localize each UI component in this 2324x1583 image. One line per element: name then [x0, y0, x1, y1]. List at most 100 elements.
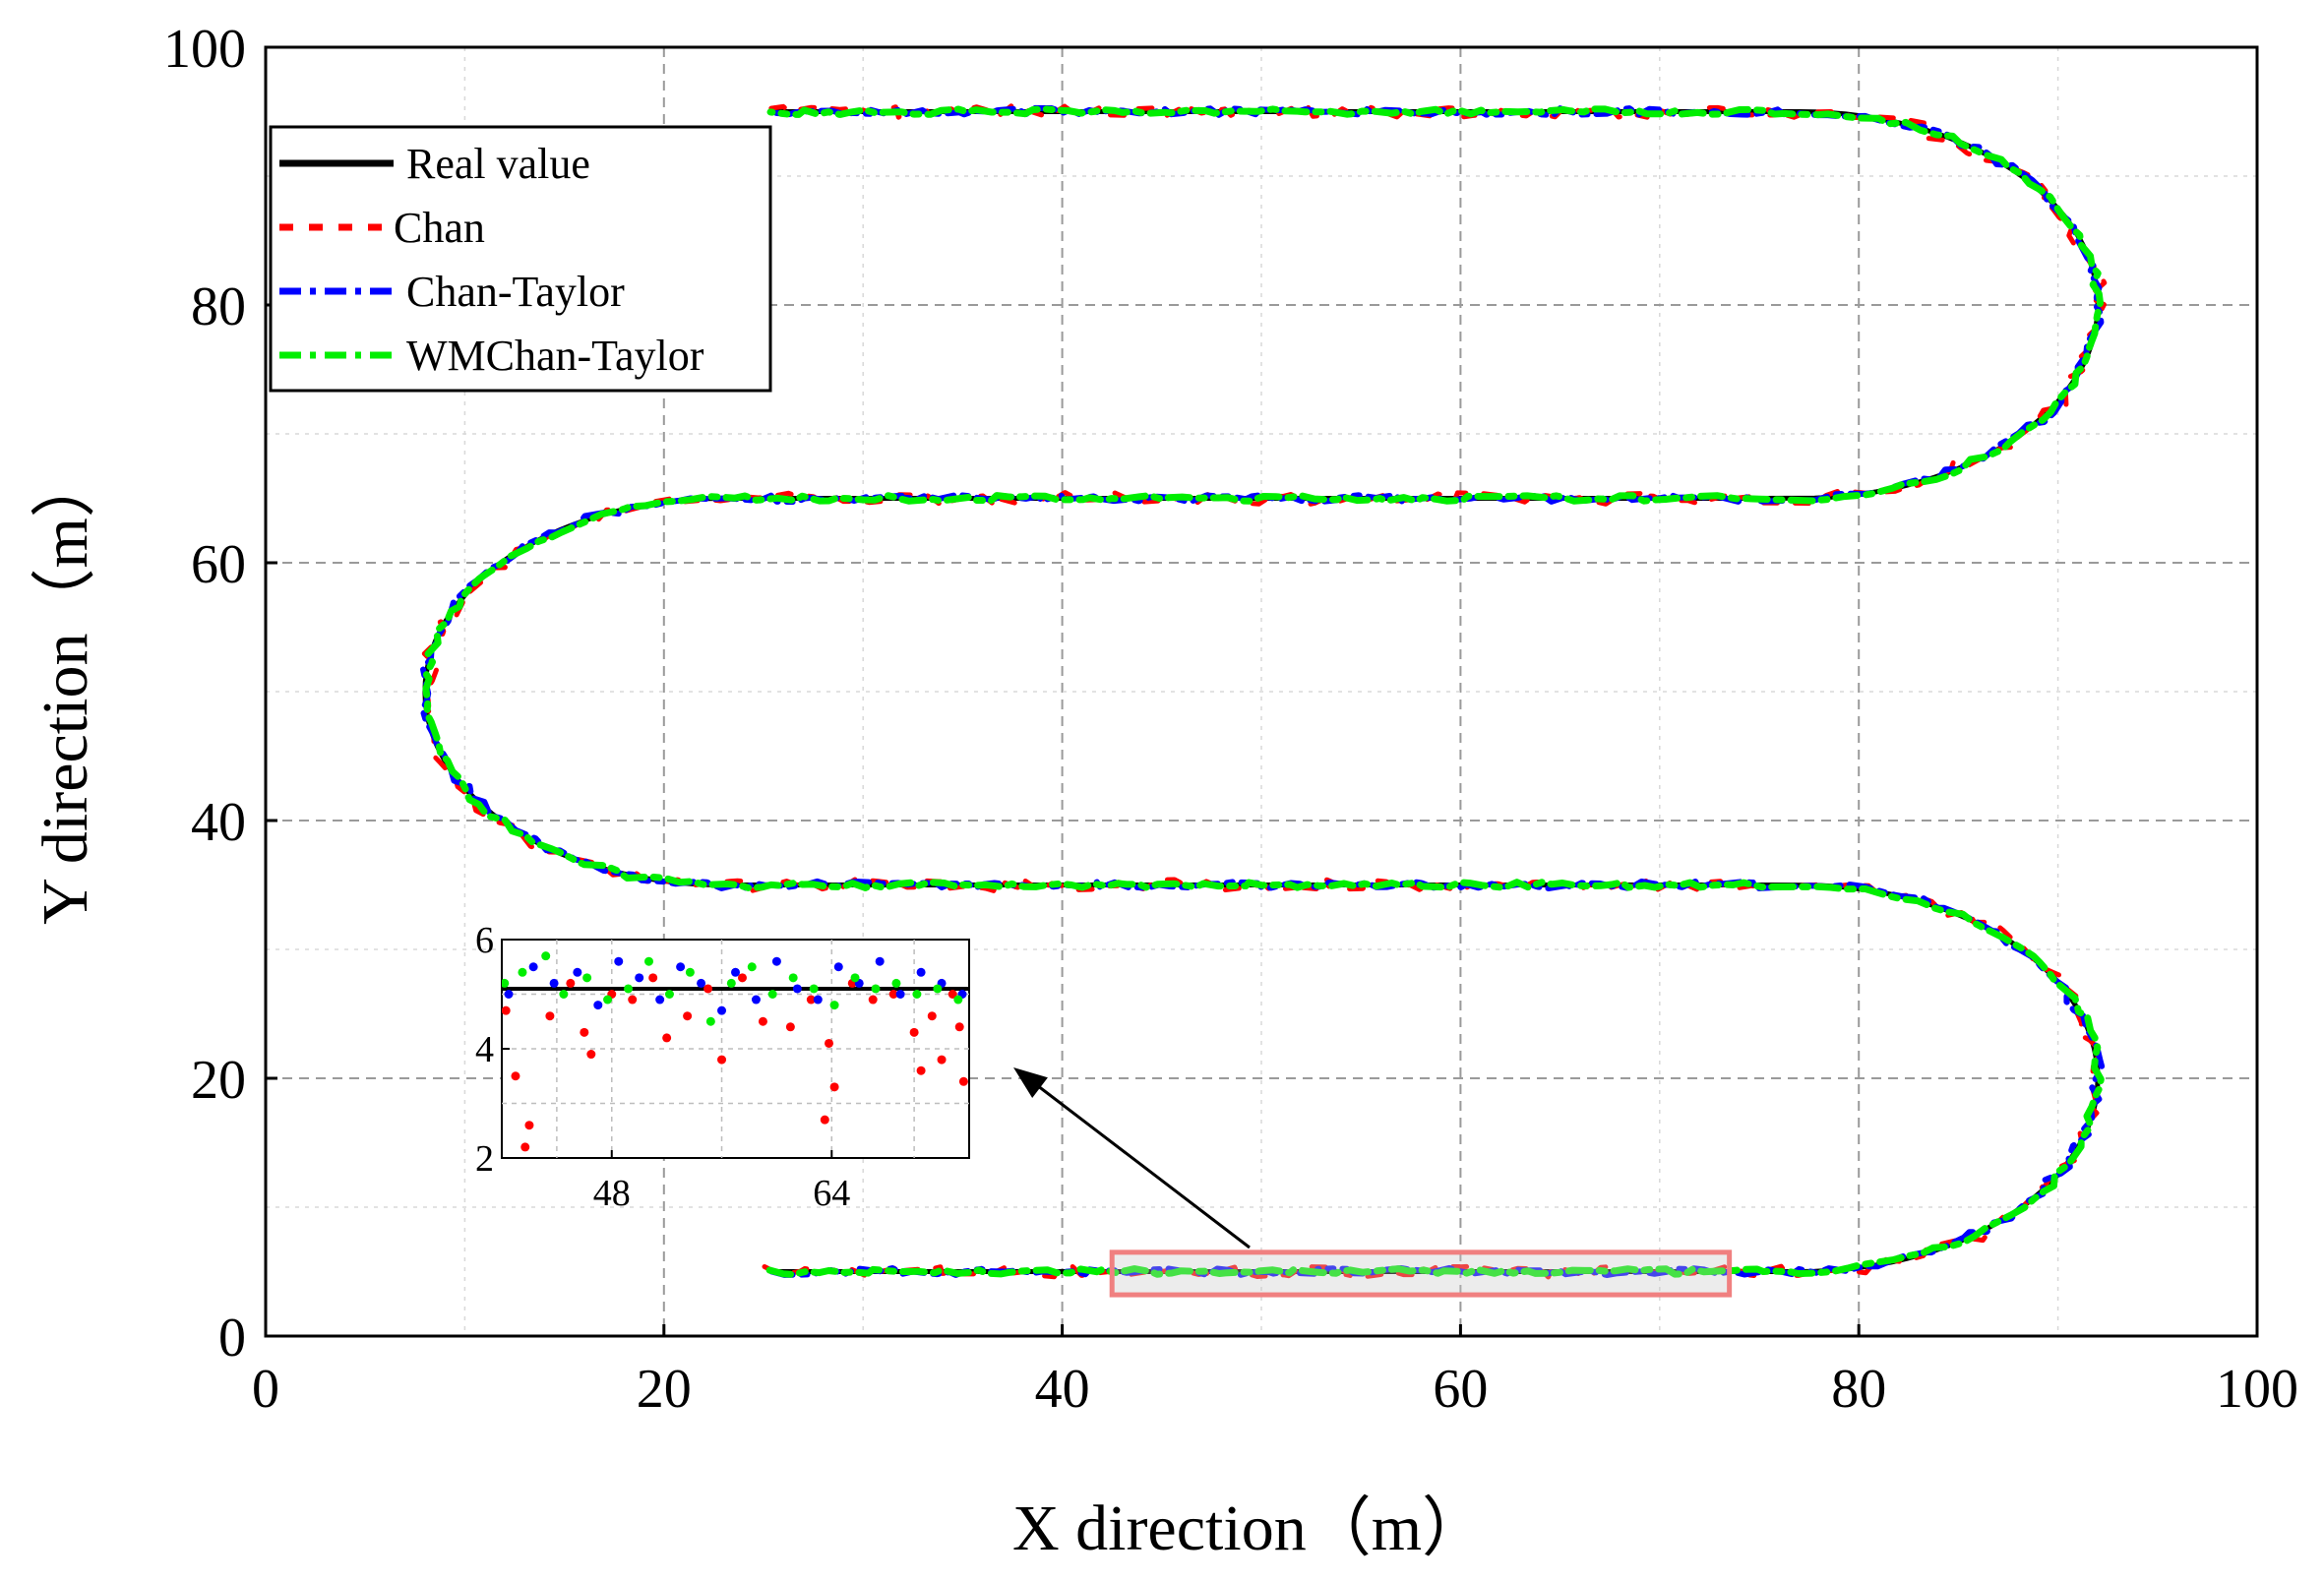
legend-label: Real value [406, 140, 590, 188]
inset-point-chan-taylor [833, 962, 843, 972]
x-tick-label: 0 [252, 1359, 279, 1420]
inset-point-chan-taylor [916, 967, 926, 977]
inset-point-chan-taylor [895, 990, 905, 999]
plot-frame [264, 45, 2259, 1338]
legend-label: Chan-Taylor [406, 268, 625, 316]
x-tick-label: 60 [1433, 1359, 1488, 1420]
inset-point-chan-taylor [697, 978, 706, 988]
y-tick-label: 0 [218, 1308, 246, 1369]
zoom-arrow [1013, 1067, 1251, 1249]
inset-point-wmchan-taylor [559, 990, 569, 999]
inset-point-chan-taylor [771, 956, 781, 966]
inset-point-chan [662, 1033, 672, 1043]
inset-point-wmchan-taylor [685, 967, 695, 977]
legend: Real value Chan Chan-Taylor WMChan-Taylor [269, 125, 772, 393]
inset-point-chan [737, 973, 747, 983]
inset-point-chan [909, 1027, 919, 1037]
arrow-head [1013, 1067, 1048, 1098]
inset-y-tick-label: 2 [475, 1138, 494, 1180]
inset-point-chan-taylor [676, 962, 686, 972]
inset-point-wmchan-taylor [726, 978, 736, 988]
inset-point-chan [703, 984, 713, 994]
inset-point-chan-taylor [549, 978, 559, 988]
x-tick-label: 80 [1831, 1359, 1886, 1420]
inset-x-tick-label: 64 [813, 1173, 850, 1214]
inset-point-chan [566, 978, 576, 988]
inset-point-chan [916, 1065, 926, 1075]
inset-point-chan-taylor [731, 967, 740, 977]
inset-point-chan [948, 990, 957, 999]
arrow-shaft [1028, 1077, 1251, 1249]
inset-point-wmchan-taylor [582, 973, 592, 983]
inset-point-wmchan-taylor [747, 962, 757, 972]
inset-point-chan-taylor [792, 984, 802, 994]
inset-point-wmchan-taylor [603, 995, 613, 1005]
inset-point-chan-taylor [573, 967, 582, 977]
inset-point-wmchan-taylor [788, 973, 798, 983]
inset-point-chan [545, 1011, 555, 1021]
y-axis-title: Y direction（m） [30, 453, 101, 925]
y-tick-label: 60 [191, 534, 246, 595]
inset-point-chan [825, 1038, 833, 1048]
inset-point-wmchan-taylor [953, 995, 963, 1005]
inset-point-chan [785, 1022, 795, 1032]
axes [264, 45, 2259, 1338]
inset-y-tick-label: 4 [475, 1029, 494, 1070]
inset-point-chan [683, 1011, 693, 1021]
inset-point-wmchan-taylor [624, 984, 634, 994]
x-tick-label: 20 [637, 1359, 692, 1420]
series-line-wmchan-taylor [422, 105, 2105, 1278]
series-lines [419, 103, 2108, 1280]
inset-point-chan [806, 995, 816, 1005]
inset-point-chan [502, 1005, 511, 1015]
inset-point-wmchan-taylor [933, 984, 943, 994]
inset-point-wmchan-taylor [891, 978, 901, 988]
inset-point-wmchan-taylor [912, 990, 922, 999]
inset-point-chan-taylor [635, 973, 644, 983]
inset-point-chan-taylor [528, 962, 538, 972]
inset-point-chan [888, 990, 898, 999]
inset-point-chan [868, 995, 878, 1005]
inset-point-chan [648, 973, 658, 983]
inset-point-wmchan-taylor [502, 978, 510, 988]
inset-point-chan [511, 1071, 520, 1081]
inset-point-chan-taylor [504, 990, 514, 999]
inset-point-wmchan-taylor [643, 956, 653, 966]
inset-point-wmchan-taylor [829, 1001, 839, 1010]
inset-point-chan-taylor [875, 956, 885, 966]
inset-y-tick-label: 6 [475, 920, 494, 961]
inset-point-chan-taylor [614, 956, 624, 966]
x-tick-label: 40 [1035, 1359, 1090, 1420]
y-tick-label: 80 [191, 276, 246, 337]
inset-point-wmchan-taylor [541, 951, 551, 961]
inset-point-wmchan-taylor [705, 1016, 715, 1026]
inset-point-chan-taylor [717, 1005, 727, 1015]
inset-point-chan-taylor [813, 995, 823, 1005]
y-ticks: 0 20 40 60 80 100 [163, 19, 277, 1369]
inset-point-chan [717, 1055, 727, 1065]
y-tick-label: 20 [191, 1050, 246, 1111]
inset-point-wmchan-taylor [664, 990, 674, 999]
inset-point-wmchan-taylor [518, 967, 527, 977]
inset-x-tick-label: 48 [593, 1173, 631, 1214]
inset-point-chan [586, 1050, 596, 1060]
inset-point-chan [524, 1121, 534, 1130]
inset-points [502, 951, 969, 1152]
inset-point-wmchan-taylor [809, 984, 819, 994]
x-tick-label: 100 [2216, 1359, 2298, 1420]
highlight-box [1109, 1249, 1733, 1298]
inset-point-wmchan-taylor [767, 990, 777, 999]
y-tick-label: 40 [191, 792, 246, 853]
y-tick-label: 100 [163, 19, 246, 80]
legend-label: WMChan-Taylor [406, 332, 704, 380]
inset-point-chan [954, 1022, 964, 1032]
inset-point-chan [958, 1076, 968, 1086]
inset-point-chan [927, 1011, 937, 1021]
legend-box [269, 125, 772, 393]
inset-point-wmchan-taylor [850, 973, 860, 983]
inset-point-chan [520, 1142, 530, 1152]
inset-point-chan-taylor [751, 995, 761, 1005]
highlight-region [1109, 1249, 1733, 1298]
inset-point-wmchan-taylor [871, 984, 881, 994]
